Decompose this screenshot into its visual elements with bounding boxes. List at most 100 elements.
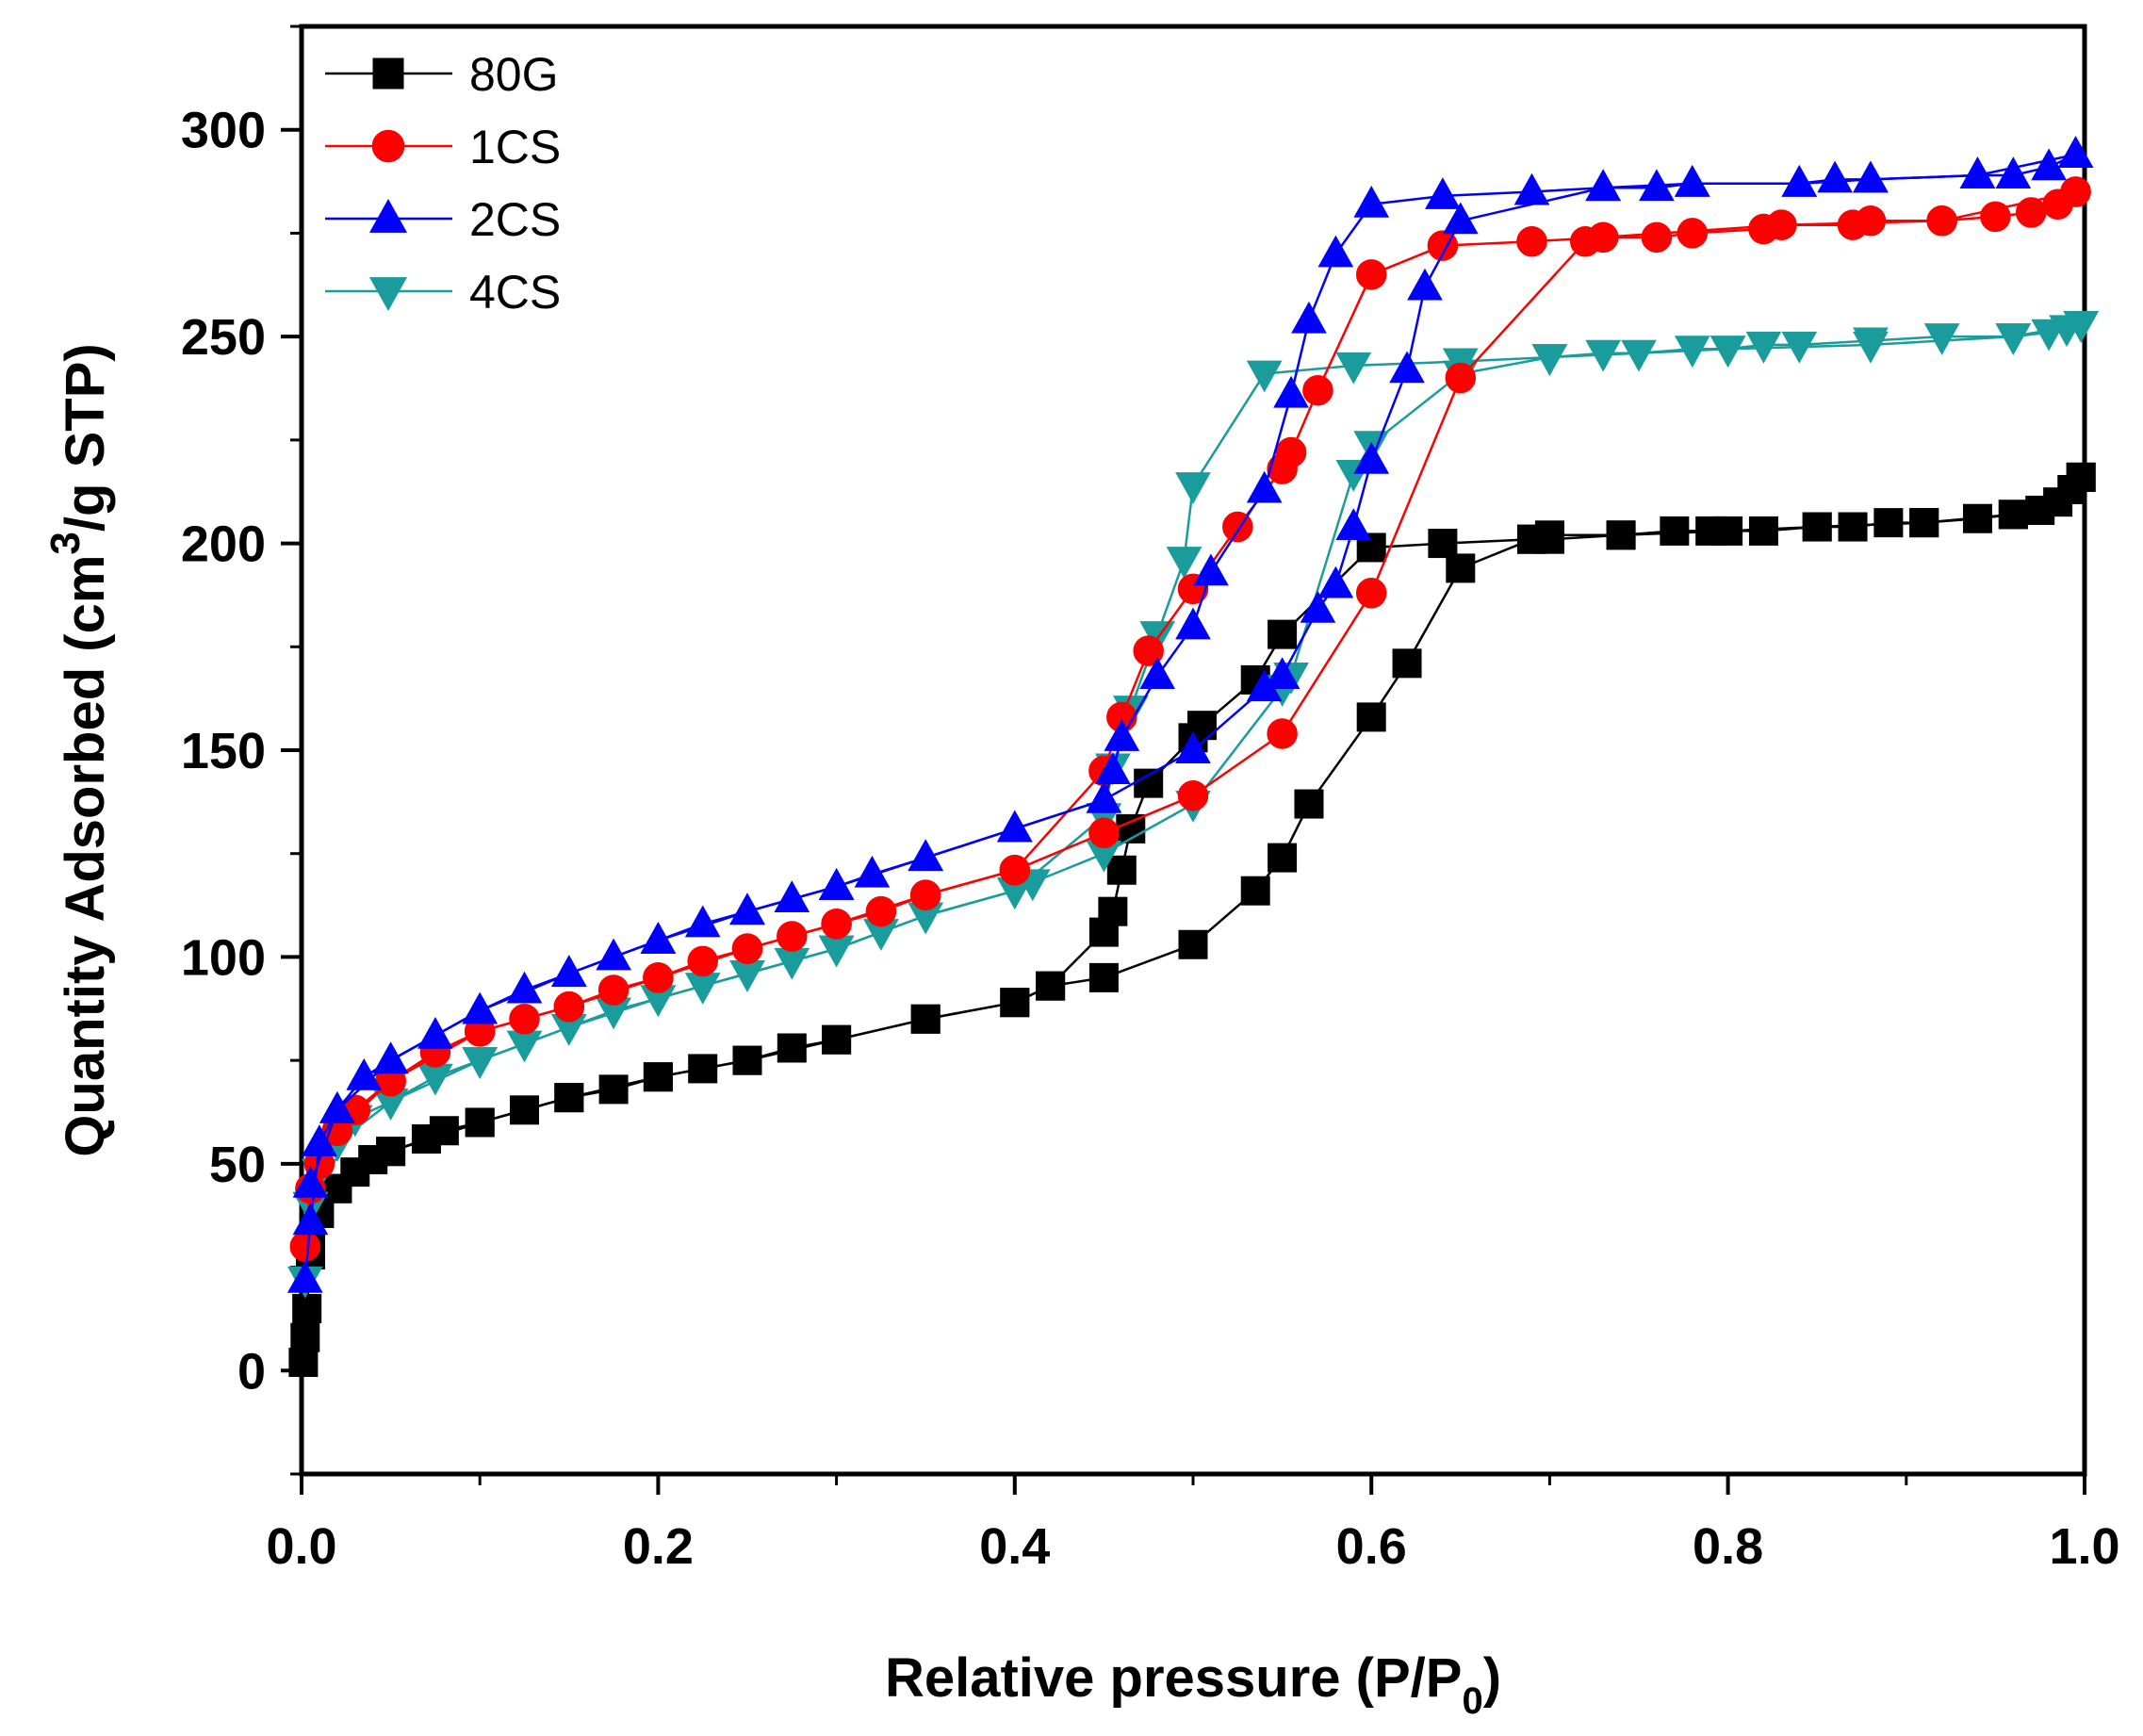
data-point-80G-adsorption: [429, 1116, 459, 1146]
data-point-2CS-desorption: [1425, 177, 1461, 209]
data-point-1CS-desorption: [1926, 205, 1957, 237]
data-point-2CS-desorption: [1086, 780, 1122, 813]
y-axis-title-main: Quantity Adsorbed (cm: [55, 555, 116, 1157]
legend-marker-80G: [372, 57, 404, 90]
data-point-2CS-adsorption: [1264, 657, 1301, 690]
legend: 80G 1CS 2CS 4CS: [325, 48, 561, 319]
data-point-80G-adsorption: [1838, 512, 1868, 542]
legend-entry-2CS: 2CS: [325, 193, 561, 246]
x-axis-title-tail: ): [1483, 1647, 1501, 1709]
data-point-2CS-desorption: [1104, 719, 1140, 751]
data-point-80G-adsorption: [1356, 702, 1386, 732]
data-point-80G-desorption: [2066, 462, 2096, 492]
data-point-2CS-desorption: [1246, 470, 1283, 503]
x-axis-title: Relative pressure (P/P0): [885, 1647, 1501, 1722]
x-tick-label: 0.0: [266, 1518, 336, 1575]
legend-label: 2CS: [469, 193, 561, 246]
data-point-80G-desorption: [1268, 619, 1298, 649]
y-tick-label: 0: [237, 1343, 266, 1400]
data-point-80G-adsorption: [688, 1054, 718, 1084]
data-point-2CS-desorption: [1585, 169, 1622, 202]
data-point-1CS-adsorption: [1677, 218, 1709, 249]
data-point-80G-adsorption: [598, 1074, 629, 1105]
data-point-2CS-adsorption: [596, 938, 631, 971]
data-point-2CS-adsorption: [2031, 148, 2068, 181]
data-point-2CS-adsorption: [1817, 160, 1853, 193]
data-point-2CS-desorption: [372, 1041, 409, 1074]
data-point-2CS-adsorption: [1442, 202, 1479, 235]
data-point-2CS-adsorption: [1317, 565, 1354, 598]
data-point-2CS-adsorption: [346, 1057, 383, 1090]
data-point-1CS-adsorption: [1088, 817, 1120, 849]
data-point-1CS-adsorption: [2015, 197, 2047, 228]
data-point-1CS-adsorption: [687, 945, 718, 977]
data-point-80G-desorption: [1802, 512, 1832, 542]
data-point-80G-adsorption: [1268, 843, 1298, 873]
data-point-2CS-desorption: [729, 893, 765, 925]
legend-marker-2CS: [368, 198, 408, 233]
data-point-80G-adsorption: [1660, 516, 1690, 546]
data-point-1CS-adsorption: [1355, 577, 1387, 609]
data-point-4CS-adsorption: [1674, 336, 1710, 368]
data-point-2CS-adsorption: [286, 1260, 323, 1293]
data-point-2CS-desorption: [1853, 160, 1889, 193]
data-point-1CS-adsorption: [509, 1004, 540, 1035]
legend-label: 1CS: [469, 121, 561, 173]
data-point-80G-adsorption: [1748, 516, 1778, 546]
data-point-2CS-desorption: [1674, 164, 1710, 197]
data-point-2CS-desorption: [1317, 235, 1354, 268]
data-point-2CS-desorption: [908, 839, 944, 872]
data-point-2CS-desorption: [1513, 172, 1550, 205]
data-point-80G-desorption: [1606, 520, 1636, 550]
data-point-2CS-adsorption: [1175, 731, 1211, 763]
data-point-4CS-adsorption: [1781, 331, 1818, 364]
data-point-1CS-desorption: [1587, 221, 1619, 254]
data-point-1CS-desorption: [909, 879, 941, 910]
data-point-1CS-adsorption: [1445, 362, 1477, 394]
data-point-2CS-desorption: [1353, 185, 1390, 218]
data-point-1CS-adsorption: [597, 974, 630, 1006]
data-point-80G-adsorption: [292, 1293, 322, 1323]
data-point-1CS-desorption: [1766, 209, 1797, 240]
data-point-1CS-desorption: [2060, 176, 2091, 207]
y-tick-label: 50: [209, 1137, 266, 1193]
data-point-4CS-desorption: [1709, 336, 1746, 368]
data-point-4CS-desorption: [1335, 352, 1372, 385]
tick-labels: 0.0 0.2 0.4 0.6 0.8 1.0 0 50 100 150 200 250 300: [181, 103, 2120, 1575]
y-tick-label: 200: [181, 516, 266, 573]
data-point-80G-adsorption: [1392, 648, 1422, 679]
data-point-2CS-adsorption: [1335, 508, 1372, 541]
x-tick-label: 0.2: [623, 1518, 694, 1575]
data-point-4CS-desorption: [462, 1047, 499, 1079]
data-point-4CS-desorption: [1175, 472, 1211, 504]
data-point-2CS-desorption: [1273, 375, 1309, 408]
data-point-2CS-desorption: [550, 955, 587, 987]
data-point-4CS-adsorption: [1923, 323, 1960, 355]
data-point-80G-adsorption: [1294, 789, 1324, 819]
legend-entry-1CS: 1CS: [325, 121, 561, 173]
data-point-1CS-desorption: [553, 991, 585, 1023]
data-point-2CS-desorption: [1193, 553, 1229, 586]
x-tick-label: 0.6: [1336, 1518, 1407, 1575]
data-point-80G-desorption: [1134, 768, 1164, 798]
y-tick-label: 100: [181, 929, 266, 986]
data-point-1CS-desorption: [1267, 453, 1298, 484]
legend-entry-80G: 80G: [325, 48, 559, 101]
data-point-80G-desorption: [1909, 508, 1939, 538]
data-point-2CS-desorption: [1095, 752, 1131, 784]
y-axis-title-sup: 3: [42, 532, 89, 554]
data-point-2CS-desorption: [462, 991, 499, 1024]
data-point-80G-adsorption: [510, 1095, 539, 1125]
data-point-1CS-adsorption: [865, 895, 897, 927]
y-tick-label: 150: [181, 723, 266, 779]
data-point-2CS-desorption: [1291, 301, 1327, 334]
data-point-2CS-desorption: [996, 810, 1033, 843]
data-point-80G-adsorption: [1873, 508, 1904, 538]
data-point-80G-desorption: [910, 1004, 941, 1034]
data-point-1CS-desorption: [1516, 225, 1547, 257]
y-axis-title: Quantity Adsorbed (cm3/g STP): [42, 343, 116, 1156]
data-point-80G-desorption: [1516, 524, 1546, 554]
data-point-2CS-desorption: [1959, 156, 1996, 188]
data-point-1CS-adsorption: [1641, 221, 1673, 254]
legend-marker-1CS: [371, 129, 405, 163]
